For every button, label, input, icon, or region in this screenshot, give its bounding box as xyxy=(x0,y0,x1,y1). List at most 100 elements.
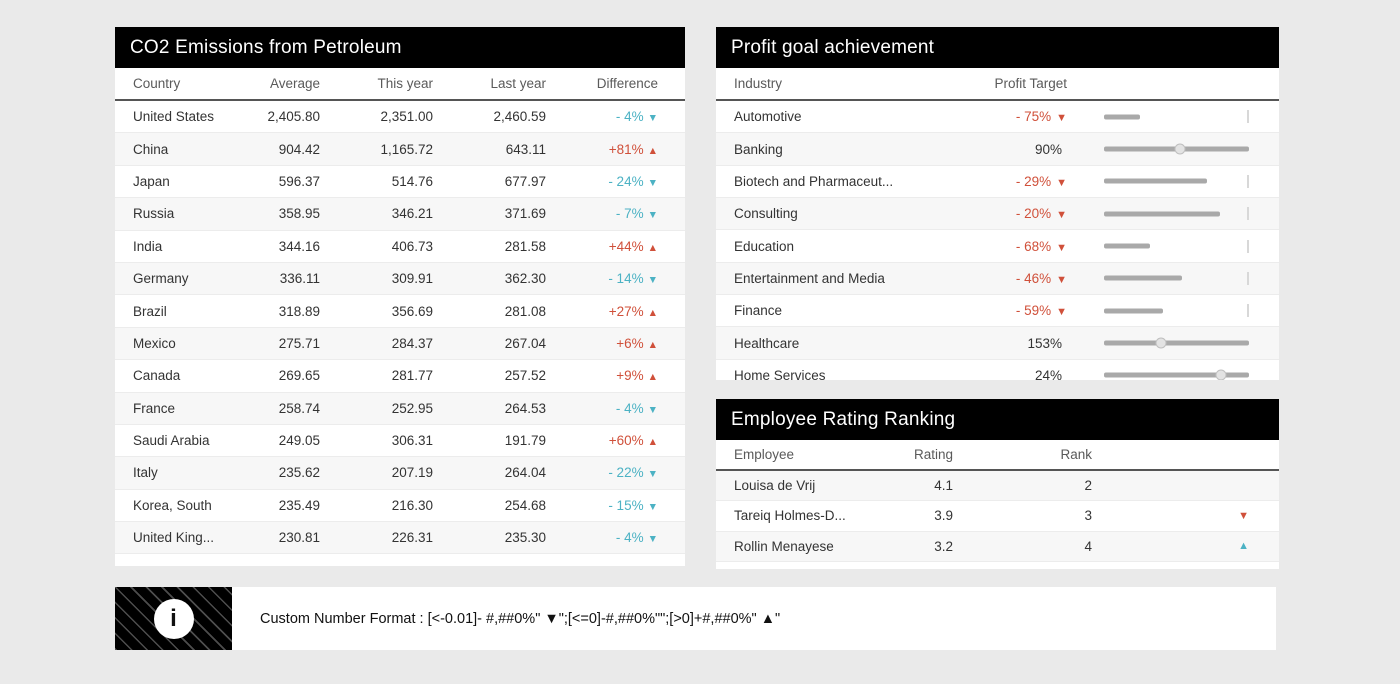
target-tick-marker xyxy=(1247,239,1249,253)
achievement-bar-cell xyxy=(1067,271,1249,286)
trend-arrow-icon: ▼ xyxy=(1056,209,1067,222)
difference-value: - 4% xyxy=(615,400,644,416)
difference-value: - 7% xyxy=(615,206,644,222)
difference-cell: - 4% ▼ xyxy=(546,530,658,545)
trend-arrow-icon: ▼ xyxy=(1056,112,1067,125)
difference-value: - 14% xyxy=(608,271,644,287)
table-row: Louisa de Vrij 4.1 2 xyxy=(716,471,1279,502)
trend-arrow-icon: ▼ xyxy=(1056,241,1067,254)
difference-value: - 24% xyxy=(608,173,644,189)
difference-value: - 4% xyxy=(615,109,644,125)
co2-table-body: United States 2,405.80 2,351.00 2,460.59… xyxy=(115,101,685,555)
country-cell: Japan xyxy=(133,173,170,189)
country-cell: Italy xyxy=(133,465,158,481)
profit-target-value: - 75% xyxy=(1015,109,1052,125)
table-row: Mexico 275.71 284.37 267.04 +6% ▲ xyxy=(115,327,685,361)
co2-header-country: Country xyxy=(133,76,181,91)
footer-note: Custom Number Format : [<-0.01]- #,##0%"… xyxy=(232,587,1276,650)
trend-arrow-icon: ▼ xyxy=(647,274,658,287)
table-row: China 904.42 1,165.72 643.11 +81% ▲ xyxy=(115,133,685,166)
this-year-cell: 309.91 xyxy=(391,271,433,287)
table-row: Saudi Arabia 249.05 306.31 191.79 +60% ▲ xyxy=(115,424,685,458)
last-year-cell: 281.58 xyxy=(504,238,546,254)
industry-cell: Automotive xyxy=(734,109,802,125)
profit-target-value: - 68% xyxy=(1015,238,1052,254)
table-row: France 258.74 252.95 264.53 - 4% ▼ xyxy=(115,392,685,425)
employee-header-rating: Rating xyxy=(913,447,953,462)
average-cell: 318.89 xyxy=(278,303,320,319)
trend-arrow-icon: ▼ xyxy=(1056,176,1067,189)
this-year-cell: 284.37 xyxy=(391,335,433,351)
industry-cell: Home Services xyxy=(734,367,826,380)
profit-target-cell: 153% xyxy=(952,336,1067,351)
co2-panel-title: CO2 Emissions from Petroleum xyxy=(115,27,685,68)
table-row: Germany 336.11 309.91 362.30 - 14% ▼ xyxy=(115,262,685,296)
difference-value: +60% xyxy=(608,433,644,449)
average-cell: 2,405.80 xyxy=(267,109,320,125)
table-row: Russia 358.95 346.21 371.69 - 7% ▼ xyxy=(115,198,685,231)
profit-panel-title: Profit goal achievement xyxy=(716,27,1279,68)
average-cell: 235.62 xyxy=(278,465,320,481)
target-tick-marker xyxy=(1247,271,1249,285)
country-cell: India xyxy=(133,238,163,254)
table-row: Consulting - 20% ▼ xyxy=(716,198,1279,231)
difference-value: +44% xyxy=(608,238,644,254)
employee-header-rank: Rank xyxy=(1060,447,1092,462)
profit-target-cell: - 75% ▼ xyxy=(952,109,1067,124)
trend-arrow-icon: ▼ xyxy=(647,533,658,546)
difference-cell: - 15% ▼ xyxy=(546,498,658,513)
profit-target-value: 153% xyxy=(1027,335,1062,351)
last-year-cell: 257.52 xyxy=(504,368,546,384)
achievement-bar-cell xyxy=(1067,336,1249,351)
employee-name-cell: Rollin Menayese xyxy=(734,538,834,554)
achievement-bar xyxy=(1104,275,1183,281)
employee-header-row: Employee Rating Rank xyxy=(716,440,1279,471)
profit-target-value: - 20% xyxy=(1015,206,1052,222)
table-row: Entertainment and Media - 46% ▼ xyxy=(716,262,1279,296)
target-knob-marker xyxy=(1155,337,1167,349)
trend-arrow-icon: ▼ xyxy=(1056,273,1067,286)
country-cell: Korea, South xyxy=(133,497,212,513)
achievement-bar-track xyxy=(1104,109,1249,124)
achievement-bar-track xyxy=(1104,271,1249,286)
rank-cell: 2 xyxy=(1084,478,1092,494)
info-icon[interactable]: i xyxy=(153,598,194,639)
profit-target-value: 24% xyxy=(1034,367,1062,380)
difference-cell: +9% ▲ xyxy=(546,368,658,383)
country-cell: Brazil xyxy=(133,303,167,319)
last-year-cell: 254.68 xyxy=(504,497,546,513)
achievement-bar-track xyxy=(1104,336,1249,351)
achievement-bar xyxy=(1104,308,1164,314)
achievement-bar-cell xyxy=(1067,239,1249,254)
trend-arrow-icon: ▼ xyxy=(647,112,658,125)
trend-arrow-icon: ▲ xyxy=(647,306,658,319)
difference-value: - 4% xyxy=(615,530,644,546)
industry-cell: Finance xyxy=(734,303,783,319)
achievement-bar xyxy=(1104,372,1249,378)
difference-cell: - 7% ▼ xyxy=(546,206,658,221)
last-year-cell: 267.04 xyxy=(504,335,546,351)
table-row: Brazil 318.89 356.69 281.08 +27% ▲ xyxy=(115,295,685,328)
profit-table-body: Automotive - 75% ▼ Banking 90% Biotech an… xyxy=(716,101,1279,380)
country-cell: China xyxy=(133,141,169,157)
target-tick-marker xyxy=(1247,207,1249,221)
target-tick-marker xyxy=(1247,174,1249,188)
profit-target-cell: - 46% ▼ xyxy=(952,271,1067,286)
rank-cell: 3 xyxy=(1084,508,1092,524)
trend-arrow-icon: ▲ xyxy=(647,436,658,449)
trend-arrow-icon: ▼ xyxy=(647,468,658,481)
profit-target-value: - 46% xyxy=(1015,270,1052,286)
average-cell: 336.11 xyxy=(279,271,320,287)
achievement-bar xyxy=(1104,114,1141,120)
average-cell: 596.37 xyxy=(278,173,320,189)
co2-header-this-year: This year xyxy=(377,76,433,91)
co2-header-difference: Difference xyxy=(596,76,658,91)
achievement-bar-cell xyxy=(1067,206,1249,221)
this-year-cell: 406.73 xyxy=(391,238,433,254)
average-cell: 269.65 xyxy=(278,368,320,384)
table-row: United King... 230.81 226.31 235.30 - 4%… xyxy=(115,522,685,555)
difference-cell: +27% ▲ xyxy=(546,304,658,319)
this-year-cell: 306.31 xyxy=(391,433,433,449)
average-cell: 249.05 xyxy=(278,433,320,449)
last-year-cell: 264.53 xyxy=(504,400,546,416)
